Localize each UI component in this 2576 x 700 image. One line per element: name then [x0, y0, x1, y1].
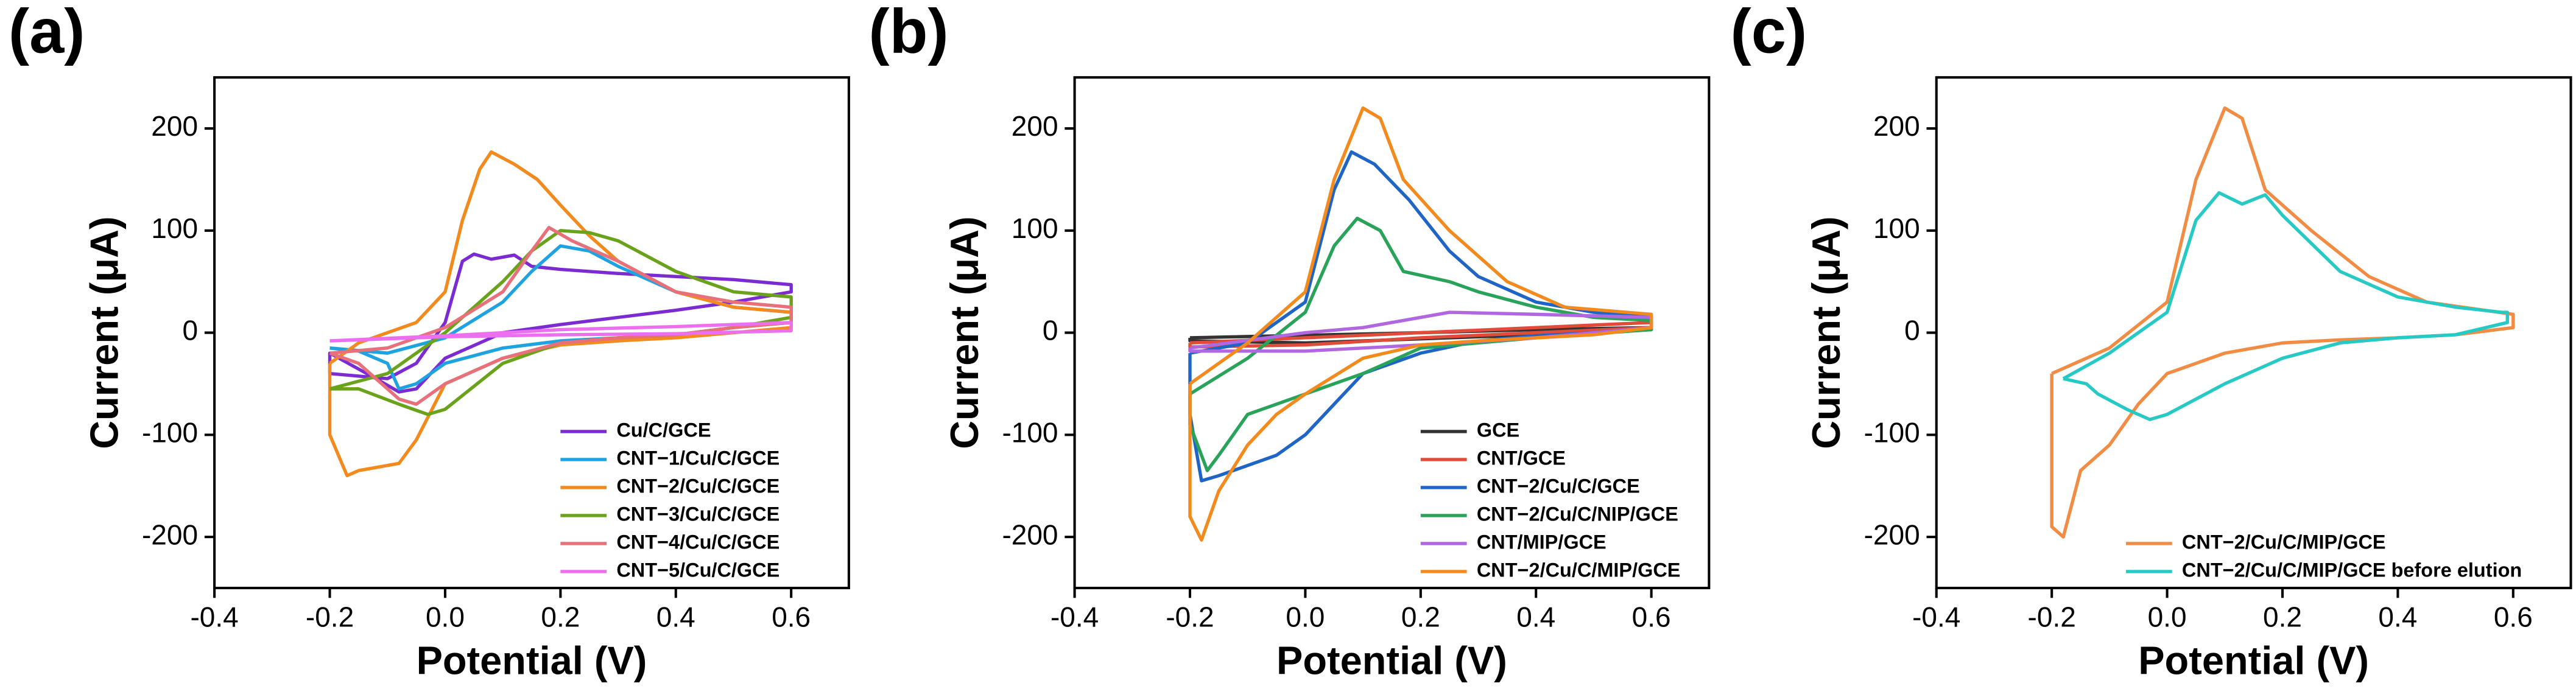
legend-label: CNT−2/Cu/C/MIP/GCE [1477, 559, 1681, 581]
legend-label: CNT/GCE [1477, 447, 1566, 469]
legend-label: CNT/MIP/GCE [1477, 531, 1606, 553]
cv-curve [329, 226, 793, 406]
y-tick-label: 100 [1012, 212, 1058, 244]
cv-curve [328, 252, 793, 394]
y-tick-label: 0 [1904, 315, 1920, 346]
y-tick-label: 200 [1012, 110, 1058, 142]
y-tick-label: 200 [1873, 110, 1920, 142]
y-tick-label: 0 [182, 315, 198, 346]
x-axis-title: Potential (V) [2138, 639, 2369, 683]
y-tick-label: 200 [151, 110, 198, 142]
y-tick-label: -200 [1864, 519, 1920, 550]
x-tick-label: 0.4 [1516, 601, 1555, 633]
x-tick-label: -0.4 [190, 601, 238, 633]
legend-label: GCE [1477, 419, 1519, 441]
x-tick-label: 0.4 [2378, 601, 2417, 633]
x-tick-label: 0.6 [772, 601, 811, 633]
y-tick-label: 100 [1873, 212, 1920, 244]
x-tick-label: 0.6 [2494, 601, 2533, 633]
legend-label: CNT−3/Cu/C/GCE [616, 503, 779, 525]
x-tick-label: -0.4 [1050, 601, 1099, 633]
panel: (a) -0.4 -0.2 0.0 0.2 0.4 0.6 -200 -100 0 100 200 Po… [9, 0, 850, 683]
cv-curve [329, 244, 793, 391]
x-tick-label: 0.0 [2148, 601, 2187, 633]
cv-curve [2050, 106, 2515, 539]
panel: (b) -0.4 -0.2 0.0 0.2 0.4 0.6 -200 -100 0 100 200 Po… [868, 0, 1711, 683]
y-tick-label: -200 [142, 519, 198, 550]
legend-label: CNT−2/Cu/C/MIP/GCE [2182, 531, 2386, 553]
y-tick-label: 0 [1043, 315, 1058, 346]
y-tick-label: -100 [142, 417, 198, 449]
x-tick-label: 0.2 [1401, 601, 1440, 633]
panel: (c) -0.4 -0.2 0.0 0.2 0.4 0.6 -200 -100 0 100 200 Po… [1731, 0, 2572, 683]
x-axis-title: Potential (V) [1276, 639, 1507, 683]
legend-label: CNT−1/Cu/C/GCE [616, 447, 779, 469]
panel-label: (b) [868, 0, 948, 66]
x-tick-label: 0.0 [426, 601, 465, 633]
cv-curve [329, 321, 793, 343]
y-axis-title: Current (μA) [82, 216, 126, 449]
cv-curve [1188, 216, 1653, 472]
x-tick-label: 0.0 [1286, 601, 1325, 633]
x-tick-label: -0.4 [1912, 601, 1960, 633]
legend-label: CNT−2/Cu/C/GCE [616, 475, 779, 497]
panel-label: (a) [9, 0, 85, 66]
x-tick-label: 0.6 [1632, 601, 1671, 633]
y-tick-label: -100 [1002, 417, 1058, 449]
y-tick-label: -200 [1002, 519, 1058, 550]
cv-curve [328, 150, 793, 478]
y-tick-label: 100 [151, 212, 198, 244]
cv-curve [2062, 191, 2510, 421]
x-axis-title: Potential (V) [417, 639, 647, 683]
cv-curve [1188, 106, 1653, 542]
legend-label: CNT−5/Cu/C/GCE [616, 559, 779, 581]
x-tick-label: 0.2 [541, 601, 580, 633]
x-tick-label: -0.2 [1166, 601, 1214, 633]
y-axis-title: Current (μA) [1804, 216, 1848, 449]
legend-label: CNT−4/Cu/C/GCE [616, 531, 779, 553]
x-tick-label: 0.4 [656, 601, 695, 633]
x-tick-label: -0.2 [2028, 601, 2076, 633]
plot-frame [213, 76, 850, 590]
y-tick-label: -100 [1864, 417, 1920, 449]
y-axis-title: Current (μA) [942, 216, 987, 449]
plot-frame [1073, 76, 1711, 590]
legend-label: CNT−2/Cu/C/MIP/GCE before elution [2182, 559, 2522, 581]
x-tick-label: -0.2 [306, 601, 354, 633]
legend-label: CNT−2/Cu/C/GCE [1477, 475, 1640, 497]
panel-label: (c) [1731, 0, 1807, 66]
plot-frame [1935, 76, 2572, 590]
legend-label: CNT−2/Cu/C/NIP/GCE [1477, 503, 1678, 525]
x-tick-label: 0.2 [2263, 601, 2302, 633]
legend-label: Cu/C/GCE [616, 419, 711, 441]
